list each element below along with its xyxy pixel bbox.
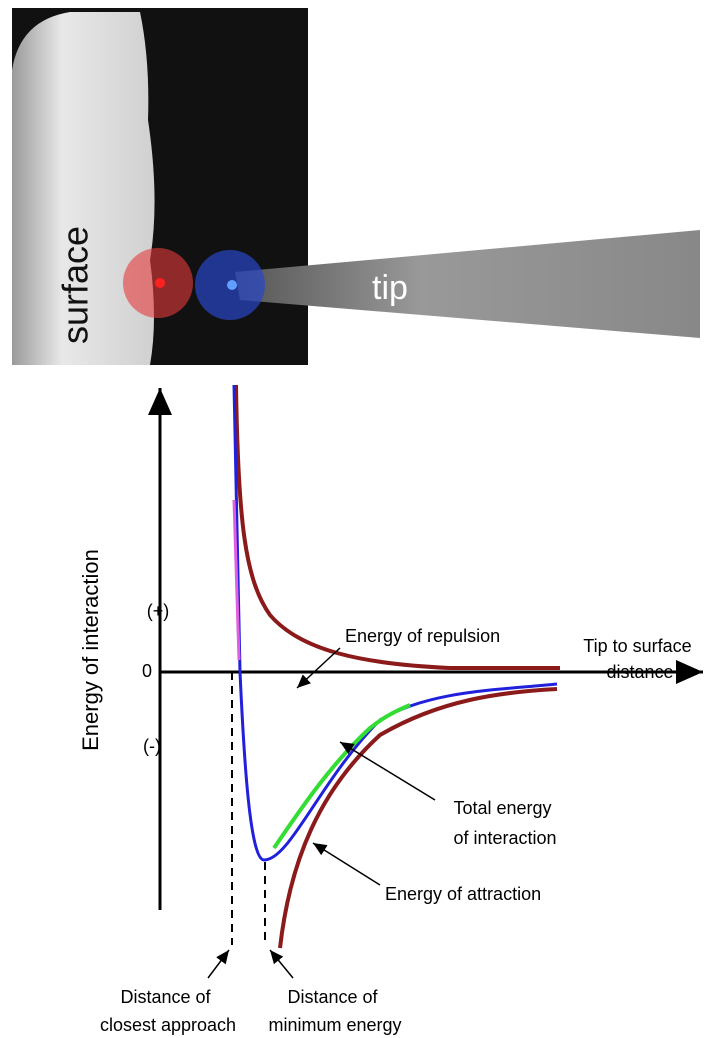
positive-label: (+) [147,601,170,621]
closest-approach-label: Distance of closest approach [100,987,236,1035]
total-pointer [339,741,436,801]
negative-label: (-) [143,736,161,756]
total-curve [232,384,558,862]
attraction-curve [278,687,558,949]
zero-label: 0 [142,661,152,681]
photo: surface tip [12,8,700,365]
total-curve-repulsive-part [232,499,241,661]
x-axis-label-line: distance [606,662,673,682]
closest-approach-label-line: closest approach [100,1015,236,1035]
closest-approach-label-line: Distance of [120,987,211,1007]
repulsion-curve [234,384,560,670]
x-axis-label-line: Tip to surface [583,636,691,656]
surface-image [12,12,155,365]
total-curve-attractive-part [272,703,411,850]
total-label-line: of interaction [453,828,556,848]
repulsion-label: Energy of repulsion [345,626,500,646]
y-axis-label: Energy of interaction [78,549,103,751]
total-label: Total energy of interaction [453,798,556,848]
tip-image [235,230,700,338]
repulsion-pointer [296,647,341,689]
minimum-energy-label-line: minimum energy [268,1015,401,1035]
total-label-line: Total energy [453,798,551,818]
closest-approach-pointer [207,949,230,979]
tip-atom-center [227,280,237,290]
minimum-energy-label: Distance of minimum energy [268,987,401,1035]
tip-label: tip [372,269,408,307]
surface-atom-center [155,278,165,288]
x-axis-label: Tip to surface distance [583,636,696,682]
minimum-energy-label-line: Distance of [287,987,378,1007]
attraction-label: Energy of attraction [385,884,541,904]
minimum-energy-pointer [269,949,294,979]
surface-label: surface [55,226,96,344]
attraction-pointer [312,842,381,886]
